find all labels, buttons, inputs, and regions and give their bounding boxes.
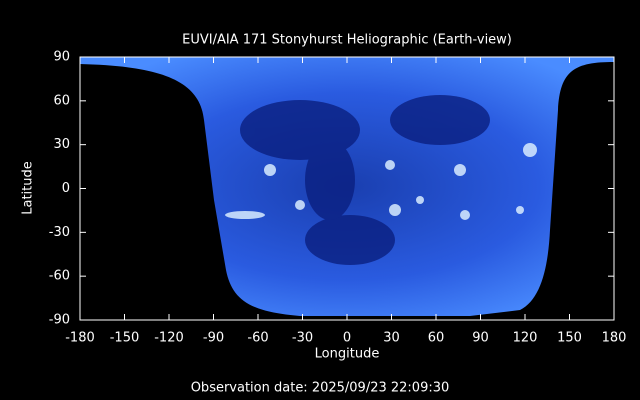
- x-tick-label: -60: [247, 331, 268, 346]
- x-tick-label: 30: [383, 331, 400, 346]
- dark-regions: [240, 95, 490, 265]
- x-tick-label: -30: [292, 331, 313, 346]
- bright-regions: [225, 143, 537, 220]
- y-tick-label: 60: [53, 93, 70, 108]
- x-tick-label: -150: [110, 331, 140, 346]
- x-tick-label: 150: [557, 331, 582, 346]
- y-tick-label: -60: [49, 269, 70, 284]
- x-axis-label: Longitude: [315, 347, 380, 362]
- y-tick-label: -90: [49, 313, 70, 328]
- x-tick-label: 180: [602, 331, 627, 346]
- axes: [79, 56, 615, 321]
- chart-title: EUVI/AIA 171 Stonyhurst Heliographic (Ea…: [182, 33, 512, 48]
- y-tick-label: 90: [53, 50, 70, 65]
- x-tick-label: -90: [203, 331, 224, 346]
- y-tick-label: -30: [49, 225, 70, 240]
- x-tick-label: 120: [513, 331, 538, 346]
- x-tick-label: 0: [343, 331, 351, 346]
- x-tick-label: 60: [428, 331, 445, 346]
- x-tick-label: 90: [472, 331, 489, 346]
- y-axis-label: Latitude: [21, 161, 36, 215]
- solar-map: [80, 57, 614, 316]
- x-tick-label: -180: [65, 331, 95, 346]
- y-tick-label: 30: [53, 137, 70, 152]
- y-tick-label: 0: [62, 181, 70, 196]
- footer: Observation date: 2025/09/23 22:09:30: [191, 381, 450, 396]
- x-tick-label: -120: [154, 331, 184, 346]
